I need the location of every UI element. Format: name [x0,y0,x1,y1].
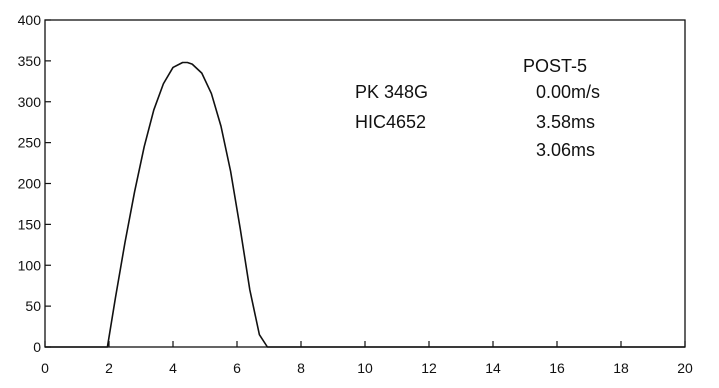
y-tick-label: 100 [18,257,42,273]
x-tick-label: 8 [297,360,305,376]
annotation-velocity: 0.00m/s [536,82,600,102]
x-tick-label: 4 [169,360,177,376]
x-tick-label: 6 [233,360,241,376]
y-tick-label: 350 [18,53,42,69]
x-tick-label: 0 [41,360,49,376]
x-axis: 0 2 4 6 8 10 12 14 16 18 20 [41,341,693,376]
annotation-peak: PK 348G [355,82,428,102]
x-tick-label: 18 [613,360,629,376]
y-tick-label: 200 [18,176,42,192]
annotation-time-1: 3.58ms [536,112,595,132]
y-tick-label: 400 [18,12,42,28]
annotation-hic: HIC4652 [355,112,426,132]
x-tick-label: 16 [549,360,565,376]
plot-frame [44,19,686,348]
series-layer [45,61,685,348]
y-tick-label: 0 [33,339,41,355]
annotation-time-2: 3.06ms [536,140,595,160]
x-tick-label: 10 [357,360,373,376]
y-tick-label: 50 [25,298,41,314]
series-line [45,61,685,348]
y-tick-label: 300 [18,94,42,110]
y-tick-label: 150 [18,216,42,232]
x-tick-label: 20 [677,360,693,376]
x-tick-label: 2 [105,360,113,376]
y-axis: 0 50 100 150 200 250 300 350 400 [18,12,51,355]
y-tick-label: 250 [18,135,42,151]
annotation-test-name: POST-5 [523,56,587,76]
x-tick-label: 12 [421,360,437,376]
x-tick-label: 14 [485,360,501,376]
